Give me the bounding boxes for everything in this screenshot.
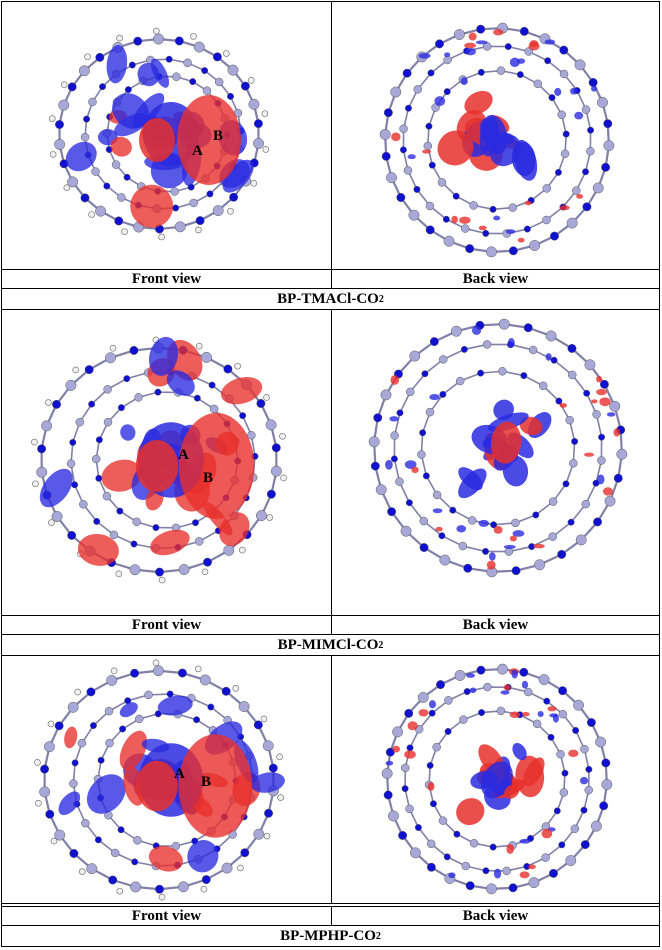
point-b-label: B	[213, 128, 223, 144]
front-view-label-2: Front view	[1, 615, 332, 635]
back-view-label-2: Back view	[331, 615, 660, 635]
mol-back-3	[381, 663, 613, 895]
front-view-image-2: A B	[1, 309, 332, 616]
back-view-label-1: Back view	[331, 269, 660, 289]
panel-title-2: BP-MIMCl-CO 2	[1, 634, 660, 656]
back-view-image-1	[331, 1, 660, 270]
molecule-back-3	[381, 663, 613, 895]
panel-title-1: BP-TMACl-CO 2	[1, 288, 660, 310]
mol-front-2	[31, 336, 287, 584]
front-view-image-3: A B	[1, 655, 332, 904]
molecule-front-1: A B	[48, 27, 270, 241]
molecule-front-2: A B	[31, 336, 287, 584]
panel-title-3: BP-MPHP-CO 2	[1, 925, 660, 947]
point-b-label: B	[201, 774, 211, 790]
front-view-label-3: Front view	[1, 906, 332, 926]
point-b-label: B	[203, 470, 213, 486]
back-view-label-3: Back view	[331, 906, 660, 926]
front-view-label-1: Front view	[1, 269, 332, 289]
mol-front-3	[34, 659, 285, 901]
molecule-front-3: A B	[34, 659, 285, 901]
molecule-back-1	[379, 22, 615, 258]
mol-back-2	[368, 318, 628, 578]
back-view-image-3	[331, 655, 660, 904]
point-a-label: A	[178, 447, 189, 463]
back-view-image-2	[331, 309, 660, 616]
point-a-label: A	[174, 766, 185, 782]
point-a-label: A	[192, 143, 203, 159]
molecule-back-2	[368, 318, 628, 578]
front-view-image-1: A B	[1, 1, 332, 270]
mol-back-1	[379, 22, 615, 258]
mol-front-1	[48, 27, 270, 241]
